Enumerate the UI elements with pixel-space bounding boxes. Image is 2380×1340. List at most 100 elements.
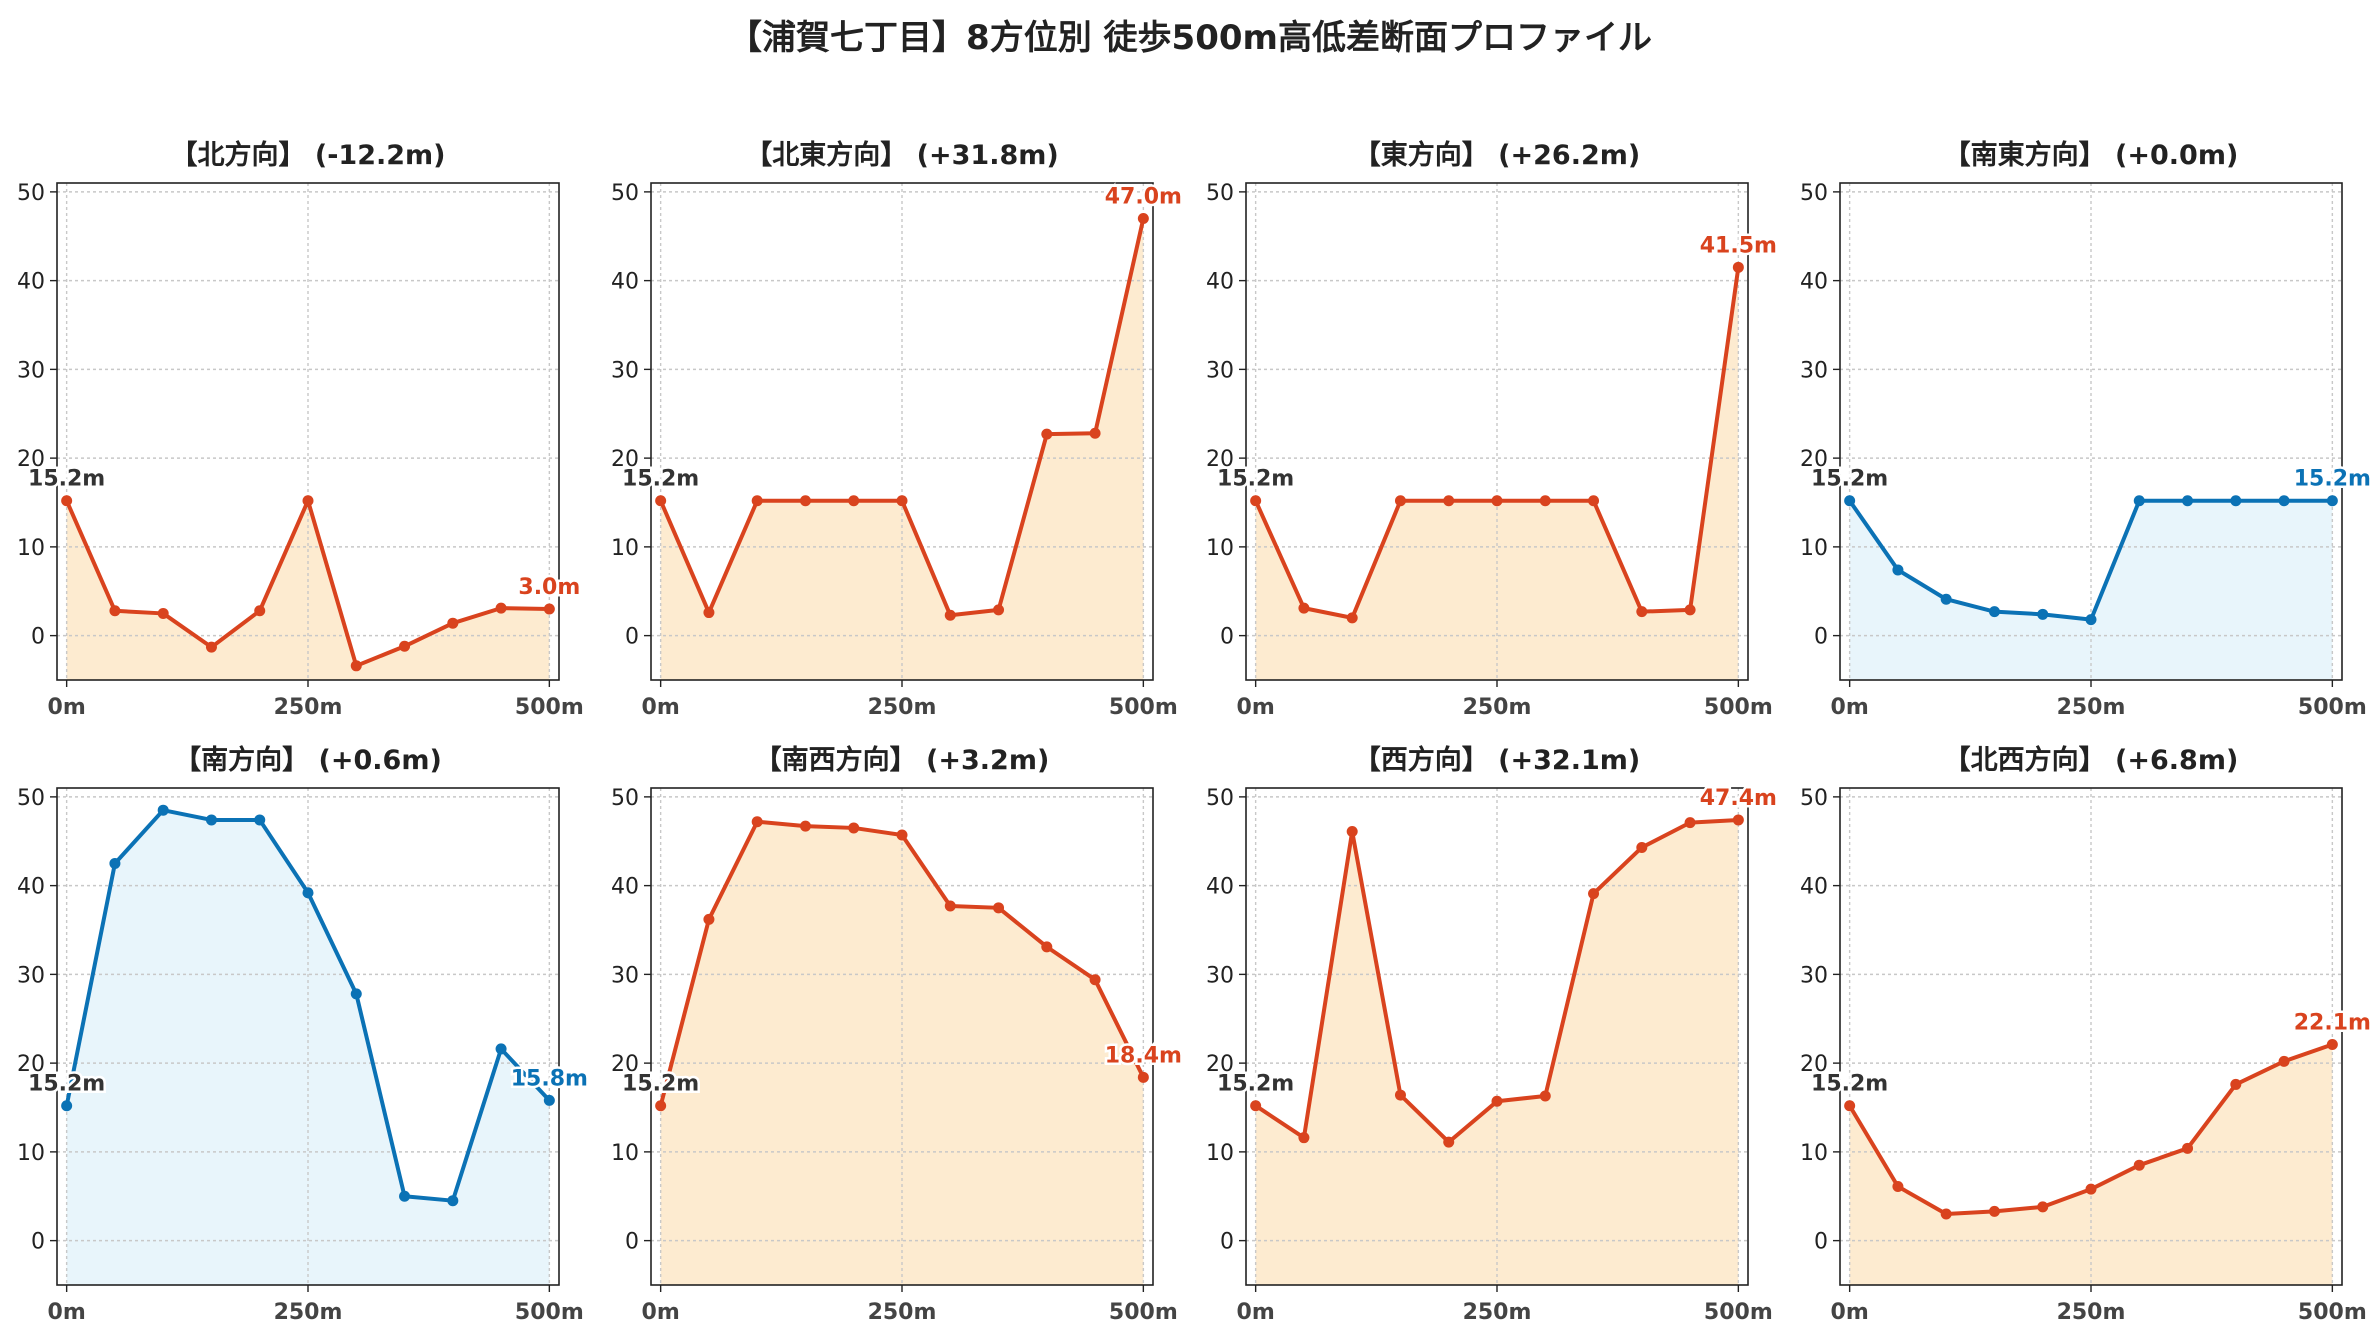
- data-point: [2278, 495, 2290, 507]
- panel-title: 【西方向】 (+32.1m): [1354, 744, 1640, 776]
- data-point: [543, 603, 555, 615]
- y-tick-label: 10: [1206, 536, 1234, 561]
- data-point: [993, 902, 1005, 914]
- data-point: [1636, 841, 1648, 853]
- data-point: [350, 988, 362, 1000]
- panel-title: 【北西方向】 (+6.8m): [1944, 744, 2239, 776]
- y-tick-label: 20: [17, 447, 45, 472]
- y-tick-label: 30: [17, 358, 45, 383]
- x-tick-label: 250m: [274, 1300, 343, 1325]
- data-point: [350, 660, 362, 672]
- data-point: [254, 605, 266, 617]
- x-tick-label: 250m: [274, 695, 343, 720]
- data-point: [848, 495, 860, 507]
- y-tick-label: 30: [1206, 963, 1234, 988]
- data-point: [2182, 1142, 2194, 1154]
- y-tick-label: 10: [1800, 536, 1828, 561]
- end-value-label: 15.2m: [2294, 467, 2371, 492]
- data-point: [205, 641, 217, 653]
- data-point: [2133, 495, 2145, 507]
- end-value-label: 47.0m: [1105, 185, 1182, 210]
- data-point: [1394, 1089, 1406, 1101]
- x-tick-label: 500m: [1109, 695, 1178, 720]
- data-point: [896, 495, 908, 507]
- data-point: [993, 604, 1005, 616]
- data-point: [1250, 495, 1262, 507]
- y-tick-label: 10: [611, 536, 639, 561]
- start-value-label: 15.2m: [1217, 467, 1294, 492]
- panel-title: 【北東方向】 (+31.8m): [745, 139, 1058, 171]
- data-point: [1732, 261, 1744, 273]
- data-point: [1137, 213, 1149, 224]
- data-point: [1732, 814, 1744, 826]
- x-tick-label: 500m: [515, 695, 584, 720]
- data-point: [495, 1043, 507, 1055]
- data-point: [1346, 825, 1358, 837]
- data-point: [703, 607, 715, 619]
- data-point: [1089, 974, 1101, 986]
- y-tick-label: 40: [17, 270, 45, 295]
- figure-title: 【浦賀七丁目】8方位別 徒歩500m高低差断面プロファイル: [728, 18, 1652, 58]
- data-point: [1041, 941, 1053, 953]
- data-point: [2230, 1078, 2242, 1090]
- y-tick-label: 10: [1800, 1141, 1828, 1166]
- y-tick-label: 50: [611, 786, 639, 811]
- y-tick-label: 40: [1800, 270, 1828, 295]
- x-tick-label: 250m: [868, 1300, 937, 1325]
- x-tick-label: 250m: [2057, 1300, 2126, 1325]
- y-tick-label: 30: [611, 963, 639, 988]
- data-point: [799, 820, 811, 832]
- data-point: [1250, 1100, 1262, 1112]
- data-point: [1443, 495, 1455, 507]
- data-point: [2326, 495, 2338, 507]
- y-tick-label: 20: [17, 1052, 45, 1077]
- data-point: [2037, 608, 2049, 620]
- data-point: [1491, 1095, 1503, 1107]
- data-point: [399, 1190, 411, 1202]
- y-tick-label: 50: [1800, 181, 1828, 206]
- y-tick-label: 10: [611, 1141, 639, 1166]
- y-tick-label: 0: [1220, 625, 1234, 650]
- end-value-label: 47.4m: [1700, 786, 1777, 811]
- data-point: [1588, 888, 1600, 900]
- end-value-label: 41.5m: [1700, 233, 1777, 258]
- y-tick-label: 30: [17, 963, 45, 988]
- data-point: [1636, 606, 1648, 618]
- panel-title: 【南西方向】 (+3.2m): [755, 744, 1050, 776]
- y-tick-label: 0: [1814, 1230, 1828, 1255]
- x-tick-label: 250m: [1463, 695, 1532, 720]
- end-value-label: 22.1m: [2294, 1010, 2371, 1035]
- area-fill: [1255, 819, 1739, 1285]
- area-fill: [1255, 267, 1739, 680]
- y-tick-label: 20: [1800, 447, 1828, 472]
- y-tick-label: 10: [17, 1141, 45, 1166]
- x-tick-label: 250m: [1463, 1300, 1532, 1325]
- data-point: [254, 814, 266, 826]
- x-tick-label: 0m: [48, 695, 86, 720]
- area-fill: [660, 218, 1144, 680]
- y-tick-label: 30: [1206, 358, 1234, 383]
- data-point: [1844, 495, 1856, 507]
- data-point: [2182, 495, 2194, 507]
- data-point: [447, 1195, 459, 1207]
- data-point: [61, 495, 73, 507]
- y-tick-label: 0: [1220, 1230, 1234, 1255]
- y-tick-label: 0: [31, 625, 45, 650]
- data-point: [1588, 495, 1600, 507]
- data-point: [1089, 427, 1101, 439]
- data-point: [2085, 614, 2097, 626]
- y-tick-label: 20: [1206, 1052, 1234, 1077]
- y-tick-label: 40: [1800, 875, 1828, 900]
- data-point: [1940, 1208, 1952, 1220]
- y-tick-label: 50: [1800, 786, 1828, 811]
- data-point: [302, 495, 314, 507]
- data-point: [1684, 817, 1696, 829]
- start-value-label: 15.2m: [1811, 467, 1888, 492]
- x-tick-label: 500m: [1704, 695, 1773, 720]
